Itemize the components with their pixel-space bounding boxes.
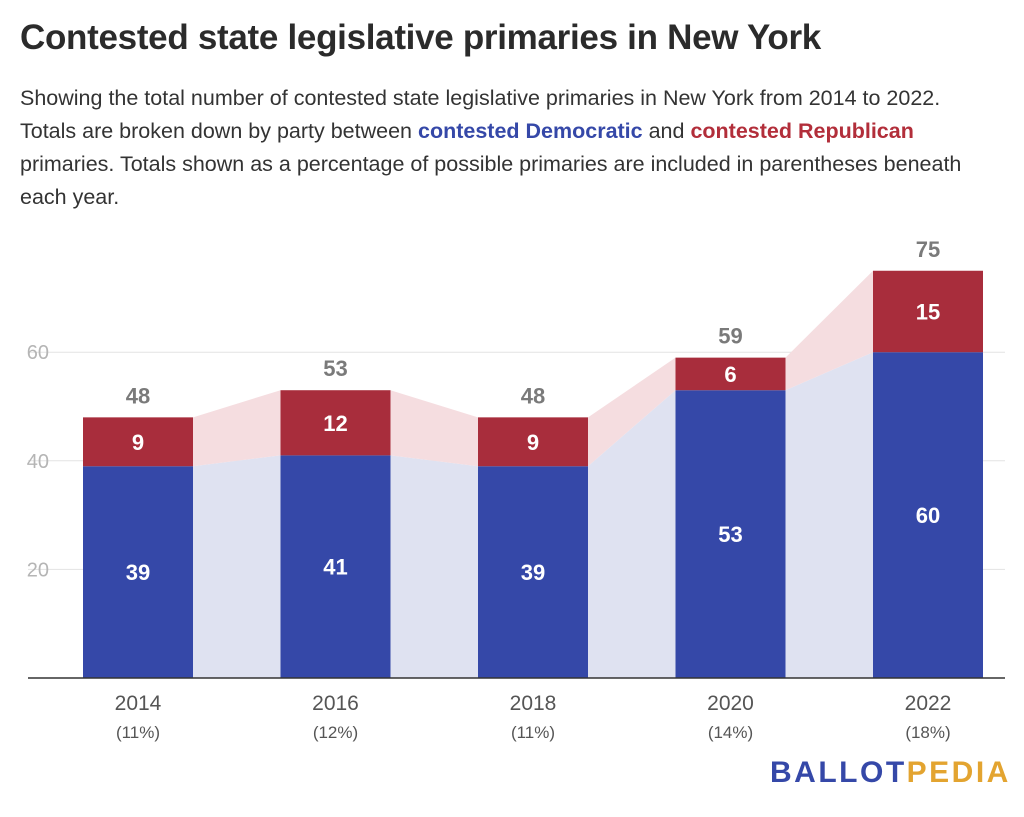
subtitle-text-1: Showing the total number of contested st…	[20, 86, 941, 143]
bar-republican	[478, 417, 588, 467]
democratic-connector-area	[193, 455, 281, 678]
x-tick-label: 2016	[312, 692, 359, 715]
subtitle-democratic: contested Democratic	[417, 119, 643, 143]
bar-democratic	[280, 455, 391, 678]
subtitle-republican: contested Republican	[690, 119, 914, 143]
bar-democratic	[83, 466, 193, 678]
label-democratic: 39	[521, 560, 545, 585]
x-tick-sublabel: (11%)	[116, 723, 160, 742]
label-democratic: 60	[916, 503, 940, 528]
x-tick-sublabel: (11%)	[511, 723, 555, 742]
x-tick-label: 2018	[510, 692, 557, 715]
logo-part-pedia: PEDIA	[906, 756, 1011, 789]
republican-connector-area	[785, 270, 873, 391]
label-total: 48	[521, 383, 545, 408]
y-tick-label: 40	[27, 451, 49, 473]
subtitle-text-3: primaries. Totals shown as a percentage …	[20, 152, 962, 209]
bar-republican	[675, 357, 786, 391]
x-tick-sublabel: (12%)	[313, 723, 358, 742]
label-democratic: 41	[323, 555, 347, 580]
y-tick-label: 20	[27, 559, 49, 581]
label-republican: 9	[527, 430, 539, 455]
logo-part-ballot: BALLOT	[770, 756, 907, 789]
democratic-connector-area	[588, 390, 676, 678]
x-tick-sublabel: (18%)	[905, 723, 950, 742]
chart-title: Contested state legislative primaries in…	[20, 18, 821, 57]
x-tick-label: 2020	[707, 692, 754, 715]
label-republican: 6	[724, 362, 736, 387]
label-total: 48	[126, 383, 150, 408]
democratic-connector-area	[390, 455, 478, 678]
bar-republican	[873, 270, 983, 353]
label-democratic: 53	[718, 522, 742, 547]
label-republican: 9	[132, 430, 144, 455]
label-total: 53	[323, 356, 347, 381]
democratic-connector-area	[785, 352, 873, 678]
bar-republican	[280, 390, 391, 456]
republican-connector-area	[588, 357, 676, 467]
label-total: 75	[916, 237, 940, 262]
chart-subtitle: Showing the total number of contested st…	[20, 82, 1000, 214]
label-democratic: 39	[126, 560, 150, 585]
label-total: 59	[718, 324, 742, 349]
x-tick-sublabel: (14%)	[708, 723, 753, 742]
ballotpedia-logo: BALLOTPEDIA	[770, 756, 1011, 790]
bar-democratic	[478, 466, 588, 678]
label-republican: 12	[323, 411, 347, 436]
y-tick-label: 60	[27, 342, 49, 364]
subtitle-text-2: and	[642, 119, 691, 143]
x-tick-label: 2022	[905, 692, 952, 715]
bar-republican	[83, 417, 193, 467]
republican-connector-area	[390, 390, 478, 467]
republican-connector-area	[193, 390, 281, 467]
bar-democratic	[873, 352, 983, 678]
x-tick-label: 2014	[115, 692, 162, 715]
label-republican: 15	[916, 299, 940, 324]
bar-democratic	[675, 390, 786, 678]
